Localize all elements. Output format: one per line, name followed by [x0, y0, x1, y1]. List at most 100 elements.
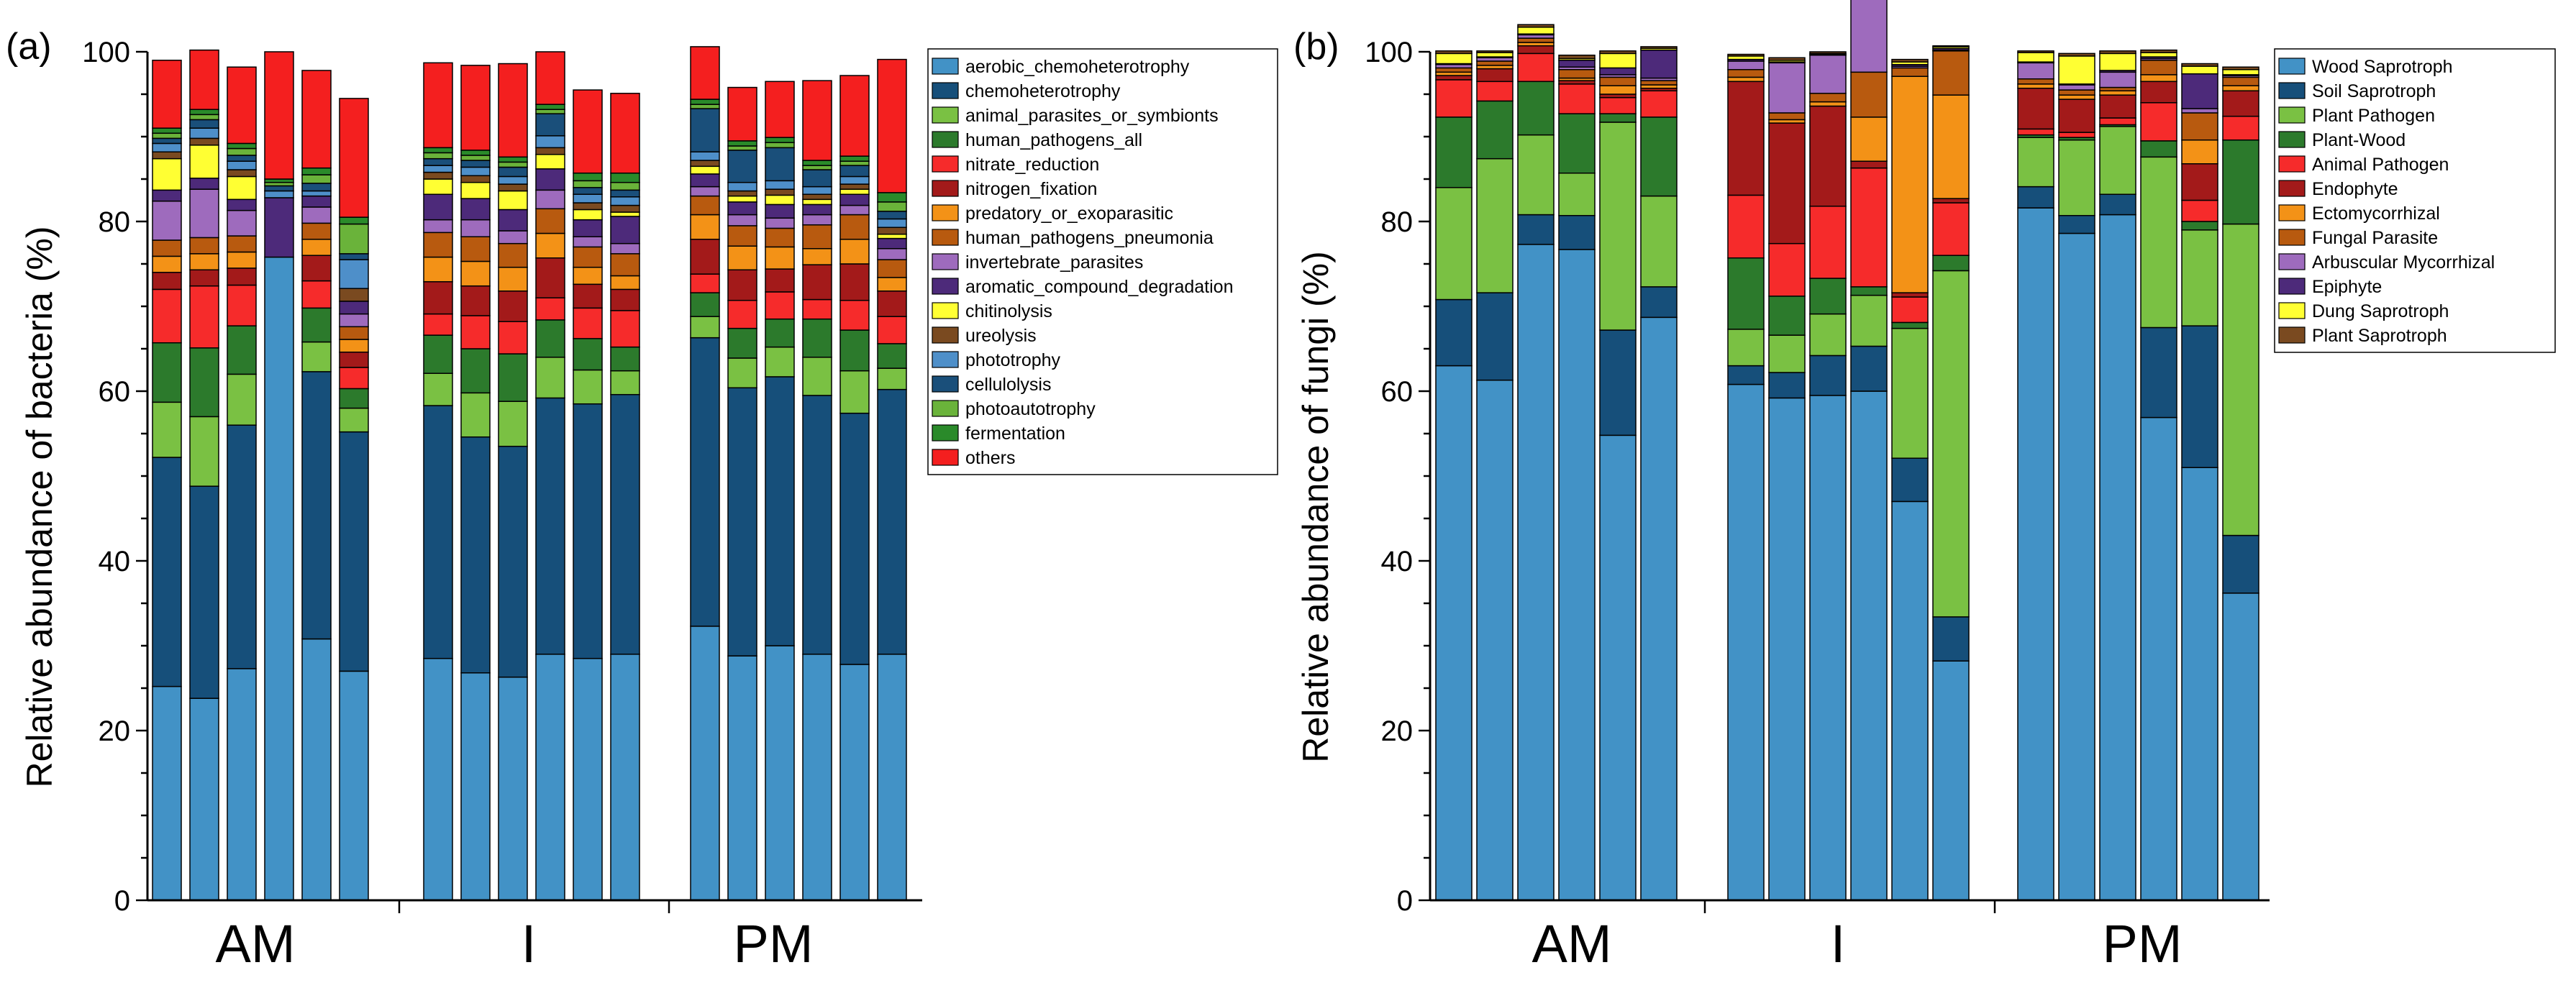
bar-segment-invertebrate-parasites-1: [152, 200, 182, 241]
bar-segment-predatory-or-exoparasitic-16: [802, 248, 832, 265]
panel-a-group-labels: AM I PM: [216, 914, 814, 974]
legend-swatch-animal-parasites-or-symbionts: [932, 106, 959, 124]
bar-segment-chitinolysis-18: [877, 233, 907, 239]
bar-segment-arbuscular-mycorrhizal-14: [2058, 84, 2095, 91]
bar-segment-phototrophy-7: [423, 165, 453, 173]
bar-segment-nitrate-reduction-6: [339, 367, 369, 390]
bar-segment-human-pathogens-all-12: [610, 346, 640, 372]
bar-segment-endophyte-7: [1727, 81, 1765, 196]
bar-segment-human-pathogens-pneumonia-15: [765, 227, 795, 248]
bar-segment-ureolysis-17: [839, 183, 870, 190]
bar-segment-photoautotrophy-9: [498, 161, 528, 168]
panel-a-legend: aerobic_chemoheterotrophy chemoheterotrop…: [927, 48, 1278, 475]
bar-segment-invertebrate-parasites-5: [301, 206, 332, 224]
legend-label-animal-parasites-or-symbionts: animal_parasites_or_symbionts: [965, 106, 1219, 126]
legend-swatch-dung-saprotroph: [2278, 302, 2306, 319]
bar-segment-photoautotrophy-1: [152, 132, 182, 139]
bar-segment-soil-saprotroph-5: [1599, 329, 1637, 436]
panel-b-y-axis-title: Relative abundance of fungi (%): [1296, 251, 1336, 763]
legend-label-predatory-or-exoparasitic: predatory_or_exoparasitic: [965, 203, 1173, 224]
bar-segment-human-pathogens-all-8: [460, 348, 491, 394]
bar-segment-invertebrate-parasites-14: [727, 214, 757, 227]
bar-segment-chitinolysis-15: [765, 194, 795, 206]
bar-segment-arbuscular-mycorrhizal-13: [2017, 62, 2054, 80]
bar-segment-aerobic-chemoheterotrophy-6: [339, 670, 369, 901]
bar-segment-dung-saprotroph-13: [2017, 52, 2054, 63]
bar-segment-plant-wood-8: [1768, 296, 1806, 336]
bar-segment-phototrophy-14: [727, 181, 757, 192]
bar-segment-phototrophy-10: [535, 135, 565, 149]
bar-segment-cellulolysis-13: [690, 108, 720, 152]
bar-segment-fermentation-18: [877, 192, 907, 203]
bar-segment-fungal-parasite-16: [2140, 60, 2177, 76]
bar-segment-soil-saprotroph-18: [2222, 534, 2259, 594]
bar-segment-human-pathogens-pneumonia-3: [227, 235, 257, 253]
bar-segment-nitrate-reduction-9: [498, 321, 528, 355]
bar-segment-human-pathogens-pneumonia-16: [802, 224, 832, 250]
bar-segment-predatory-or-exoparasitic-9: [498, 266, 528, 292]
bar-segment-human-pathogens-all-9: [498, 353, 528, 402]
bar-segment-chemoheterotrophy-1: [152, 457, 182, 687]
bar-segment-nitrate-reduction-7: [423, 313, 453, 336]
bar-segment-others-16: [802, 80, 832, 161]
bar-segment-wood-saprotroph-13: [2017, 207, 2054, 901]
bar-segment-endophyte-1: [1435, 75, 1473, 81]
bar-segment-fermentation-2: [189, 109, 219, 116]
bar-segment-aromatic-compound-degradation-8: [460, 198, 491, 221]
bar-segment-animal-pathogen-6: [1640, 90, 1678, 118]
bar-segment-others-17: [839, 75, 870, 157]
bar-segment-cellulolysis-14: [727, 150, 757, 183]
legend-label-plant-pathogen: Plant Pathogen: [2312, 106, 2435, 126]
bar-segment-ureolysis-14: [727, 190, 757, 197]
bar-segment-soil-saprotroph-9: [1809, 355, 1847, 396]
bar-segment-ectomycorrhizal-9: [1809, 101, 1847, 107]
bar-segment-photoautotrophy-16: [802, 165, 832, 170]
bar-segment-animal-pathogen-12: [1932, 202, 1970, 256]
y-tick-label: 60: [99, 376, 131, 408]
bar-segment-photoautotrophy-2: [189, 114, 219, 121]
bar-segment-cellulolysis-8: [460, 160, 491, 168]
bar-segment-nitrogen-fixation-8: [460, 285, 491, 316]
bar-segment-animal-pathogen-15: [2099, 117, 2136, 126]
legend-swatch-aromatic-compound-degradation: [932, 278, 959, 295]
panel-b-axes: 0 20 40 60 80 100: [1365, 37, 2270, 917]
bar-segment-wood-saprotroph-9: [1809, 395, 1847, 901]
bar-segment-others-7: [423, 62, 453, 149]
bar-segment-photoautotrophy-5: [301, 174, 332, 184]
legend-label-epiphyte: Epiphyte: [2312, 277, 2382, 297]
bar-segment-invertebrate-parasites-15: [765, 217, 795, 229]
bar-segment-soil-saprotroph-7: [1727, 365, 1765, 385]
bar-segment-chemoheterotrophy-14: [727, 387, 757, 657]
bar-segment-invertebrate-parasites-12: [610, 242, 640, 255]
bar-segment-others-6: [339, 98, 369, 218]
bar-segment-chitinolysis-12: [610, 211, 640, 217]
bar-segment-predatory-or-exoparasitic-14: [727, 245, 757, 271]
bar-segment-plant-pathogen-14: [2058, 139, 2095, 216]
bar-segment-human-pathogens-all-17: [839, 329, 870, 372]
bar-segment-human-pathogens-all-18: [877, 343, 907, 369]
bar-segment-aerobic-chemoheterotrophy-2: [189, 697, 219, 901]
bar-segment-animal-pathogen-8: [1768, 242, 1806, 297]
bar-segment-animal-parasites-or-symbionts-1: [152, 401, 182, 458]
bar-segment-animal-pathogen-14: [2058, 132, 2095, 138]
y-tick-label: 0: [114, 885, 130, 917]
bar-segment-photoautotrophy-3: [227, 147, 257, 156]
bar-segment-chemoheterotrophy-8: [460, 436, 491, 674]
bar-segment-ectomycorrhizal-14: [2058, 94, 2095, 100]
bar-segment-soil-saprotroph-15: [2099, 193, 2136, 216]
bar-segment-animal-pathogen-11: [1891, 296, 1929, 324]
bar-segment-predatory-or-exoparasitic-6: [339, 339, 369, 353]
bar-segment-predatory-or-exoparasitic-12: [610, 275, 640, 291]
bar-segment-endophyte-10: [1850, 160, 1888, 169]
bar-segment-human-pathogens-all-16: [802, 318, 832, 358]
bar-segment-dung-saprotroph-2: [1476, 52, 1514, 58]
bar-segment-plant-saprotroph-15: [2099, 50, 2136, 55]
bar-segment-nitrogen-fixation-17: [839, 263, 870, 301]
bar-segment-human-pathogens-pneumonia-1: [152, 239, 182, 257]
bar-segment-nitrogen-fixation-9: [498, 291, 528, 322]
bar-segment-predatory-or-exoparasitic-7: [423, 256, 453, 283]
panel-a-axes: 0 20 40 60 80 100: [82, 37, 922, 917]
bar-segment-animal-pathogen-7: [1727, 194, 1765, 259]
bar-segment-aerobic-chemoheterotrophy-3: [227, 668, 257, 901]
bar-segment-plant-wood-12: [1932, 255, 1970, 272]
